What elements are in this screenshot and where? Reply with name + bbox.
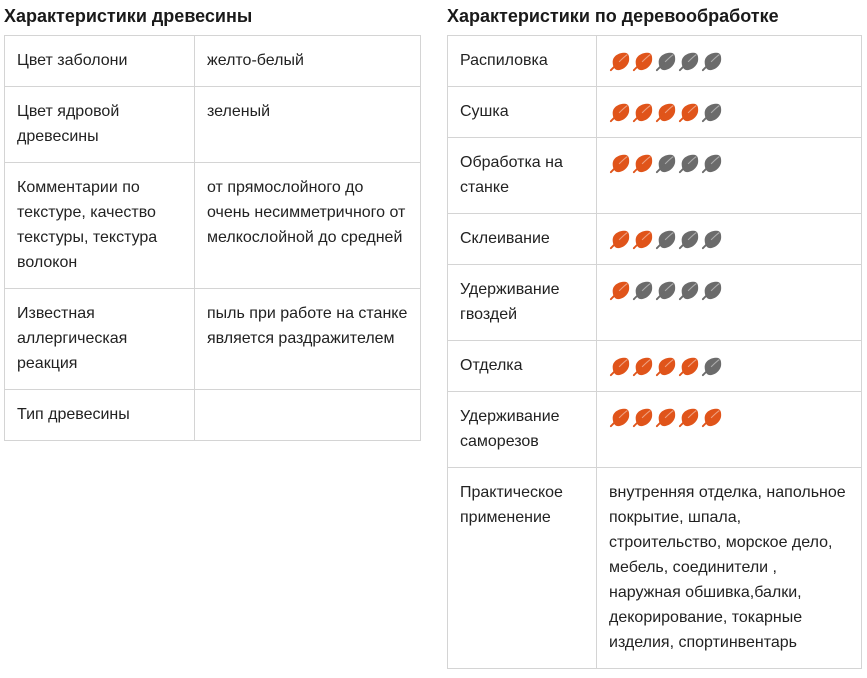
table-row: Комментарии по текстуре, качество тексту… bbox=[4, 162, 421, 289]
workability-title: Характеристики по деревообработке bbox=[447, 6, 779, 26]
property-value: пыль при работе на станке является раздр… bbox=[194, 288, 421, 390]
leaf-icon bbox=[701, 101, 723, 123]
rating-leaves bbox=[609, 99, 849, 124]
rating-leaves bbox=[609, 277, 849, 302]
table-row: Сушка bbox=[447, 86, 862, 138]
leaf-icon bbox=[609, 152, 631, 174]
leaf-icon bbox=[632, 406, 654, 428]
rating-cell bbox=[596, 86, 862, 138]
property-value: от прямослойного до очень несимметричног… bbox=[194, 162, 421, 289]
table-row: Цвет заболони желто-белый bbox=[4, 35, 421, 87]
workability-label: Распиловка bbox=[447, 35, 597, 87]
leaf-icon bbox=[678, 279, 700, 301]
leaf-icon bbox=[655, 355, 677, 377]
property-value: зеленый bbox=[194, 86, 421, 163]
leaf-icon bbox=[609, 228, 631, 250]
leaf-icon bbox=[609, 279, 631, 301]
leaf-icon bbox=[655, 406, 677, 428]
leaf-icon bbox=[655, 101, 677, 123]
leaf-icon bbox=[678, 228, 700, 250]
table-row: Отделка bbox=[447, 340, 862, 392]
table-row: Практическое применение внутренняя отдел… bbox=[447, 467, 862, 669]
leaf-icon bbox=[701, 406, 723, 428]
workability-label: Отделка bbox=[447, 340, 597, 392]
property-value bbox=[194, 389, 421, 441]
workability-label: Сушка bbox=[447, 86, 597, 138]
leaf-icon bbox=[678, 406, 700, 428]
leaf-icon bbox=[701, 50, 723, 72]
leaf-icon bbox=[655, 228, 677, 250]
leaf-icon bbox=[609, 355, 631, 377]
leaf-icon bbox=[609, 101, 631, 123]
property-label: Комментарии по текстуре, качество тексту… bbox=[4, 162, 195, 289]
table-row: Удерживание саморезов bbox=[447, 391, 862, 468]
table-row: Известная аллергическая реакция пыль при… bbox=[4, 288, 421, 390]
table-row: Обработка на станке bbox=[447, 137, 862, 214]
workability-label: Удерживание саморезов bbox=[447, 391, 597, 468]
rating-cell bbox=[596, 391, 862, 468]
leaf-icon bbox=[701, 152, 723, 174]
property-label: Известная аллергическая реакция bbox=[4, 288, 195, 390]
table-row: Цвет ядровой древесины зеленый bbox=[4, 86, 421, 163]
usage-label: Практическое применение bbox=[447, 467, 597, 669]
workability-table: Распиловка Сушка Обработка на станке Скл… bbox=[447, 35, 862, 669]
table-row: Удерживание гвоздей bbox=[447, 264, 862, 341]
property-value: желто-белый bbox=[194, 35, 421, 87]
leaf-icon bbox=[678, 101, 700, 123]
leaf-icon bbox=[701, 279, 723, 301]
rating-leaves bbox=[609, 226, 849, 251]
property-label: Тип древесины bbox=[4, 389, 195, 441]
leaf-icon bbox=[678, 355, 700, 377]
table-row: Тип древесины bbox=[4, 389, 421, 441]
rating-leaves bbox=[609, 150, 849, 175]
leaf-icon bbox=[632, 50, 654, 72]
property-label: Цвет заболони bbox=[4, 35, 195, 87]
leaf-icon bbox=[655, 50, 677, 72]
leaf-icon bbox=[632, 279, 654, 301]
workability-label: Удерживание гвоздей bbox=[447, 264, 597, 341]
table-row: Склеивание bbox=[447, 213, 862, 265]
rating-leaves bbox=[609, 404, 849, 429]
rating-cell bbox=[596, 35, 862, 87]
workability-label: Обработка на станке bbox=[447, 137, 597, 214]
leaf-icon bbox=[701, 228, 723, 250]
rating-cell bbox=[596, 137, 862, 214]
rating-cell bbox=[596, 340, 862, 392]
leaf-icon bbox=[678, 152, 700, 174]
leaf-icon bbox=[655, 152, 677, 174]
leaf-icon bbox=[632, 101, 654, 123]
rating-cell bbox=[596, 264, 862, 341]
workability-section: Характеристики по деревообработке Распил… bbox=[447, 0, 862, 669]
property-label: Цвет ядровой древесины bbox=[4, 86, 195, 163]
wood-properties-table: Цвет заболони желто-белый Цвет ядровой д… bbox=[4, 35, 421, 441]
leaf-icon bbox=[632, 355, 654, 377]
leaf-icon bbox=[678, 50, 700, 72]
leaf-icon bbox=[609, 406, 631, 428]
rating-leaves bbox=[609, 48, 849, 73]
table-row: Распиловка bbox=[447, 35, 862, 87]
leaf-icon bbox=[701, 355, 723, 377]
usage-value: внутренняя отделка, напольное покрытие, … bbox=[596, 467, 862, 669]
wood-properties-title: Характеристики древесины bbox=[4, 6, 253, 26]
rating-cell bbox=[596, 213, 862, 265]
workability-label: Склеивание bbox=[447, 213, 597, 265]
leaf-icon bbox=[632, 228, 654, 250]
wood-properties-section: Характеристики древесины Цвет заболони ж… bbox=[4, 0, 421, 441]
leaf-icon bbox=[609, 50, 631, 72]
leaf-icon bbox=[655, 279, 677, 301]
rating-leaves bbox=[609, 353, 849, 378]
leaf-icon bbox=[632, 152, 654, 174]
